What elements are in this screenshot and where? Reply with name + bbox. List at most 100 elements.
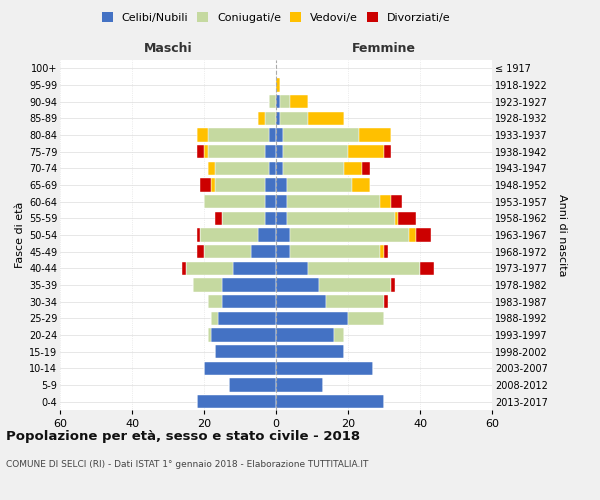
- Bar: [269, 162, 276, 175]
- Bar: [276, 178, 287, 192]
- Bar: [380, 195, 391, 208]
- Bar: [290, 95, 308, 108]
- Bar: [344, 162, 362, 175]
- Bar: [229, 378, 276, 392]
- Bar: [384, 245, 388, 258]
- Bar: [290, 245, 380, 258]
- Bar: [215, 212, 222, 225]
- Bar: [276, 128, 283, 141]
- Bar: [204, 245, 251, 258]
- Bar: [348, 312, 384, 325]
- Bar: [276, 95, 280, 108]
- Bar: [276, 395, 384, 408]
- Bar: [391, 195, 402, 208]
- Bar: [326, 295, 384, 308]
- Bar: [290, 228, 409, 241]
- Text: Popolazione per età, sesso e stato civile - 2018: Popolazione per età, sesso e stato civil…: [6, 430, 360, 443]
- Bar: [197, 228, 200, 241]
- Bar: [276, 228, 290, 241]
- Bar: [276, 312, 348, 325]
- Bar: [222, 295, 276, 308]
- Bar: [276, 345, 344, 358]
- Text: Maschi: Maschi: [143, 42, 193, 55]
- Bar: [265, 112, 276, 125]
- Bar: [215, 162, 269, 175]
- Bar: [276, 78, 280, 92]
- Bar: [283, 145, 348, 158]
- Bar: [197, 128, 208, 141]
- Bar: [391, 278, 395, 291]
- Bar: [280, 95, 290, 108]
- Bar: [251, 245, 276, 258]
- Bar: [384, 295, 388, 308]
- Bar: [197, 395, 276, 408]
- Bar: [265, 212, 276, 225]
- Y-axis label: Anni di nascita: Anni di nascita: [557, 194, 567, 276]
- Bar: [308, 262, 420, 275]
- Bar: [204, 195, 265, 208]
- Bar: [186, 262, 233, 275]
- Bar: [276, 278, 319, 291]
- Bar: [222, 278, 276, 291]
- Bar: [211, 328, 276, 342]
- Bar: [420, 262, 434, 275]
- Bar: [283, 162, 344, 175]
- Bar: [283, 128, 359, 141]
- Text: COMUNE DI SELCI (RI) - Dati ISTAT 1° gennaio 2018 - Elaborazione TUTTITALIA.IT: COMUNE DI SELCI (RI) - Dati ISTAT 1° gen…: [6, 460, 368, 469]
- Bar: [308, 112, 344, 125]
- Bar: [409, 228, 416, 241]
- Bar: [200, 178, 211, 192]
- Bar: [208, 328, 211, 342]
- Bar: [280, 112, 308, 125]
- Bar: [395, 212, 398, 225]
- Bar: [265, 195, 276, 208]
- Bar: [269, 95, 276, 108]
- Bar: [265, 178, 276, 192]
- Bar: [398, 212, 416, 225]
- Legend: Celibi/Nubili, Coniugati/e, Vedovi/e, Divorziati/e: Celibi/Nubili, Coniugati/e, Vedovi/e, Di…: [97, 8, 455, 28]
- Bar: [182, 262, 186, 275]
- Bar: [276, 145, 283, 158]
- Bar: [352, 178, 370, 192]
- Bar: [348, 145, 384, 158]
- Bar: [276, 328, 334, 342]
- Bar: [197, 145, 204, 158]
- Bar: [218, 312, 276, 325]
- Bar: [287, 178, 352, 192]
- Bar: [258, 112, 265, 125]
- Bar: [362, 162, 370, 175]
- Bar: [380, 245, 384, 258]
- Bar: [359, 128, 391, 141]
- Bar: [276, 112, 280, 125]
- Bar: [287, 212, 395, 225]
- Bar: [208, 295, 222, 308]
- Bar: [416, 228, 431, 241]
- Bar: [276, 295, 326, 308]
- Bar: [276, 212, 287, 225]
- Bar: [215, 345, 276, 358]
- Bar: [193, 278, 222, 291]
- Bar: [208, 162, 215, 175]
- Bar: [233, 262, 276, 275]
- Bar: [215, 178, 265, 192]
- Bar: [287, 195, 380, 208]
- Bar: [319, 278, 391, 291]
- Bar: [208, 128, 269, 141]
- Bar: [384, 145, 391, 158]
- Bar: [276, 362, 373, 375]
- Bar: [204, 362, 276, 375]
- Bar: [276, 245, 290, 258]
- Bar: [334, 328, 344, 342]
- Bar: [276, 262, 308, 275]
- Bar: [276, 162, 283, 175]
- Bar: [276, 195, 287, 208]
- Bar: [222, 212, 265, 225]
- Bar: [208, 145, 265, 158]
- Bar: [200, 228, 258, 241]
- Bar: [258, 228, 276, 241]
- Bar: [204, 145, 208, 158]
- Text: Femmine: Femmine: [352, 42, 416, 55]
- Bar: [197, 245, 204, 258]
- Bar: [211, 312, 218, 325]
- Y-axis label: Fasce di età: Fasce di età: [14, 202, 25, 268]
